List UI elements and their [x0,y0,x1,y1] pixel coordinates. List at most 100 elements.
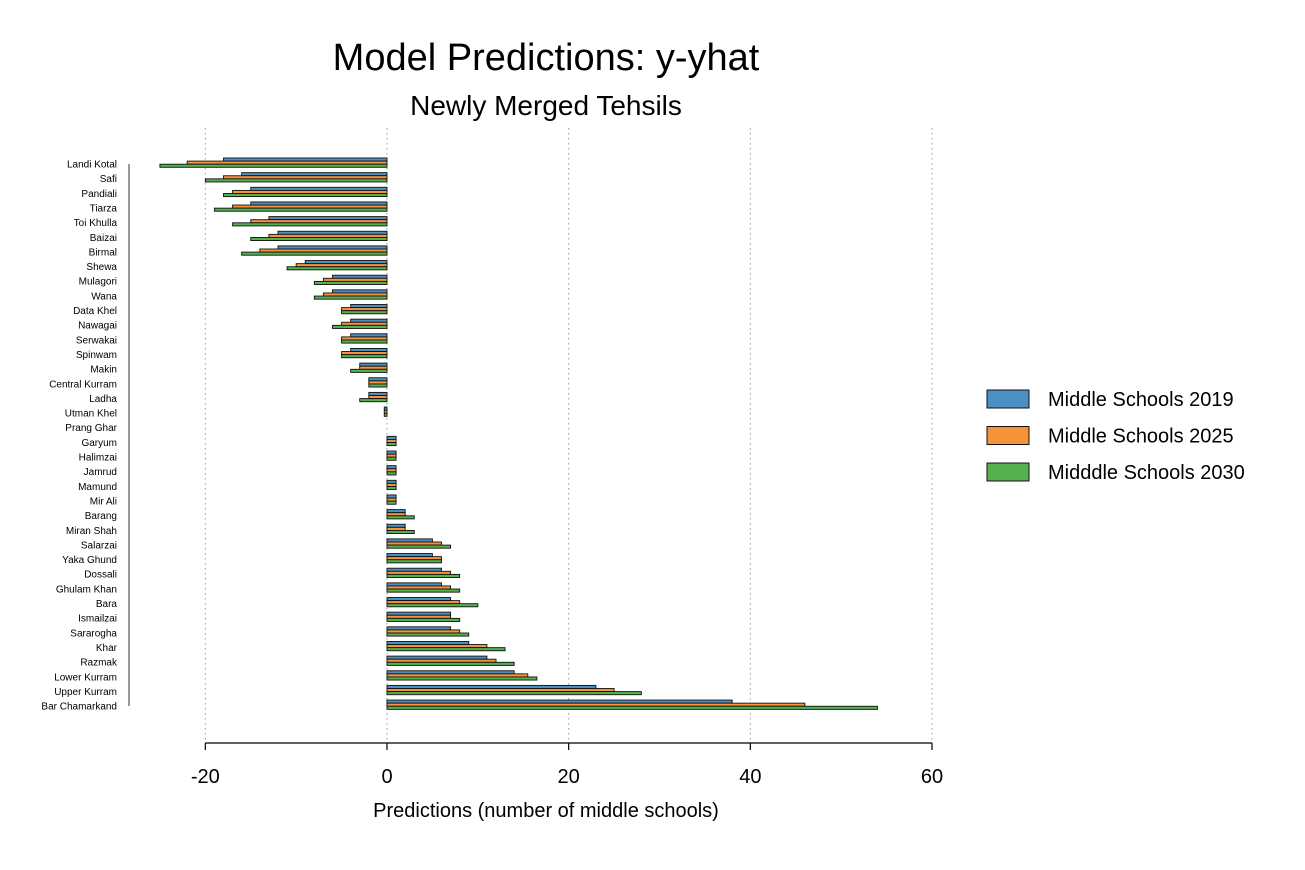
y-tick-label: Central Kurram [49,379,117,390]
bar [386,567,442,572]
bar [241,172,388,177]
y-tick-label: Makin [90,365,117,376]
y-tick-label: Wana [91,291,117,302]
bar [386,530,415,535]
y-tick-label: Birmal [89,247,117,258]
bar [386,582,442,587]
bar [386,512,406,517]
bar [295,263,388,268]
y-tick-label: Safi [100,174,117,185]
bar [350,348,388,353]
bar [386,588,461,593]
bar [250,201,388,206]
bar [386,699,733,704]
y-tick-label: Barang [85,511,117,522]
legend: Middle Schools 2019 Middle Schools 2025 Mi… [986,389,1245,484]
bar [386,603,479,608]
y-tick-label: Toi Khulla [74,218,118,229]
bar [350,333,388,338]
bar [359,362,388,367]
x-tick-label: 0 [381,766,392,788]
bar [386,691,642,696]
y-tick-label: Spinwam [76,350,117,361]
bar [386,553,433,558]
y-tick-label: Bara [96,599,118,610]
y-tick-label: Sararogha [70,628,117,639]
bar [159,163,388,168]
bar [386,617,461,622]
bar [386,702,806,707]
chart-title: Model Predictions: y-yhat [333,37,760,79]
bar [386,544,452,549]
bar [341,336,388,341]
bar [332,324,388,329]
bar [386,509,406,514]
y-tick-label: Prang Ghar [65,423,117,434]
y-tick-label: Nawagai [78,321,117,332]
y-tick-label: Lower Kurram [54,672,117,683]
y-tick-label: Serwakai [76,335,117,346]
bar [386,632,470,637]
bar [386,494,397,499]
bar [386,456,397,461]
y-tick-label: Pandiali [81,189,117,200]
bar [232,189,388,194]
y-tick-label: Shewa [86,262,117,273]
legend-label: Middle Schools 2025 [1048,426,1234,448]
bar [341,339,388,344]
y-tick-label: Halimzai [79,453,117,464]
bar [350,318,388,323]
bar [350,368,388,373]
legend-swatch [986,389,1030,409]
bar [250,219,388,224]
bar [386,442,397,447]
bar [213,207,388,212]
bar [313,280,388,285]
bar [322,277,388,282]
bar [332,289,388,294]
bar [386,523,406,528]
bar [386,647,506,652]
bar [277,245,388,250]
chart-subtitle: Newly Merged Tehsils [410,90,682,121]
bar [241,251,388,256]
bar [383,406,388,411]
bar [383,412,388,417]
bar [386,482,397,487]
y-tick-label: Garyum [81,438,117,449]
bar [386,600,461,605]
bar [386,435,397,440]
bar [204,178,388,183]
x-tick-label: 40 [739,766,761,788]
bar [250,186,388,191]
y-tick-label: Ismailzai [78,614,117,625]
bar [322,292,388,297]
bar [386,526,406,531]
y-tick-label: Tiarza [90,203,118,214]
bar [386,515,415,520]
bar [341,351,388,356]
bar [386,629,461,634]
bar [383,409,388,414]
bar [386,450,397,455]
bar [368,395,388,400]
y-tick-label: Khar [96,643,118,654]
bar [368,377,388,382]
bar [386,468,397,473]
bar [386,439,397,444]
y-tick-label: Salarzai [81,540,117,551]
bar [386,479,397,484]
bar [386,661,515,666]
legend-label: Middle Schools 2019 [1048,389,1234,411]
bar [386,538,433,543]
y-tick-label: Miran Shah [66,526,117,537]
bar [368,383,388,388]
bar [250,236,388,241]
bar [386,570,452,575]
bar [386,486,397,491]
bar [277,230,388,235]
y-tick-label: Ladha [89,394,117,405]
bar [386,471,397,476]
bar [341,310,388,315]
bar [368,391,388,396]
